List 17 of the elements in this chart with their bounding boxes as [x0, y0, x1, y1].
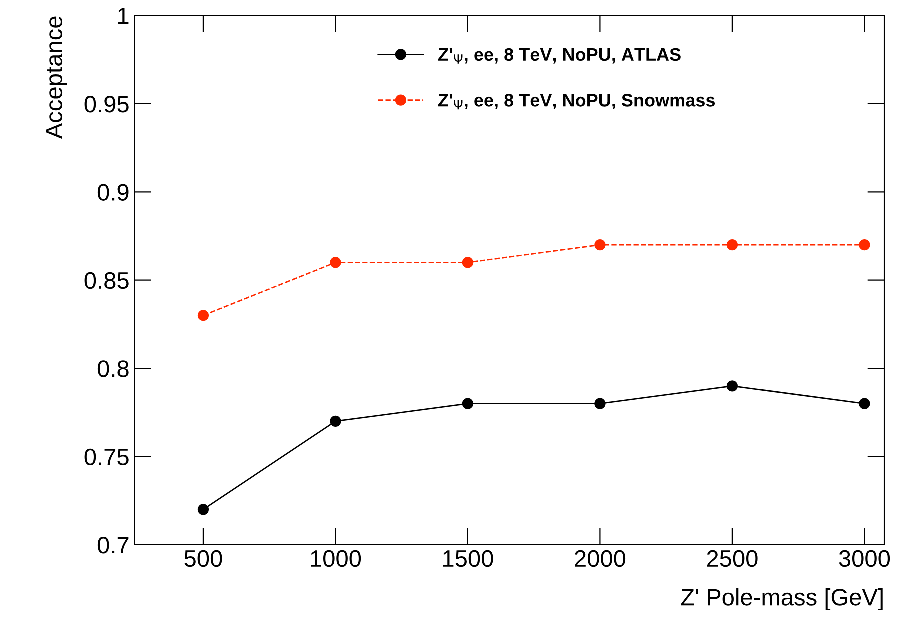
x-axis-title: Z' Pole-mass [GeV] — [681, 588, 883, 610]
x-tick-label: 2500 — [707, 550, 758, 568]
y-tick-label: 0.9 — [98, 184, 129, 201]
x-tick-label: 500 — [184, 550, 222, 568]
x-tick-label: 1000 — [311, 550, 362, 568]
y-axis-title: Acceptance — [46, 16, 68, 140]
y-tick-label: 0.75 — [84, 448, 129, 466]
x-tick-label: 3000 — [839, 550, 890, 568]
legend-label: Z'$_{Ψ}$, ee, 8 TeV, NoPU, Snowmass — [438, 94, 716, 110]
y-tick-label: 0.95 — [84, 96, 129, 113]
x-tick-label: 2000 — [575, 550, 626, 568]
legend-label: Z'$_{Ψ}$, ee, 8 TeV, NoPU, ATLAS — [438, 48, 681, 64]
y-tick-label: 0.8 — [98, 360, 129, 378]
y-tick-label: 1 — [118, 8, 129, 24]
x-tick-label: 1500 — [444, 550, 494, 568]
y-tick-label: 0.85 — [84, 272, 129, 290]
y-tick-label: 0.7 — [98, 537, 129, 554]
